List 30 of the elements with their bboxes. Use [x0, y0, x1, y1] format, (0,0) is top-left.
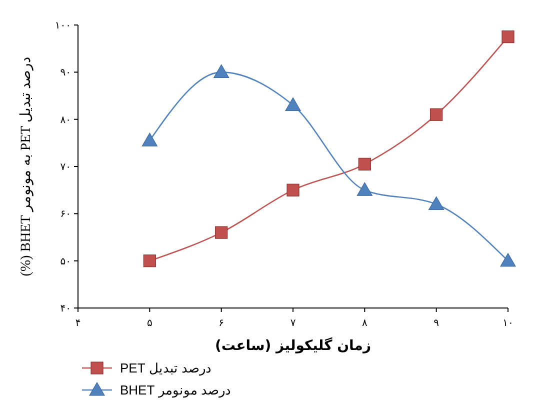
x-tick-label: ۸: [362, 318, 368, 329]
point: [215, 226, 228, 239]
legend-label: درصد تبدیل PET: [120, 360, 212, 377]
point: [285, 97, 301, 111]
point: [143, 254, 156, 268]
point: [428, 196, 444, 210]
y-tick-label: ۵۰: [60, 256, 71, 268]
point: [500, 253, 516, 267]
x-tick-label: ۶: [218, 318, 224, 329]
point: [214, 64, 230, 78]
point: [142, 132, 158, 146]
y-tick-label: ۸۰: [60, 114, 71, 126]
y-tick-label: ۷۰: [60, 162, 71, 173]
x-tick-label: ۱۰: [502, 318, 514, 329]
x-tick-label: ۹: [434, 318, 440, 329]
point: [358, 158, 371, 170]
point: [430, 108, 443, 121]
x-tick-label: ۷: [290, 318, 296, 329]
y-tick-label: ۴۰: [60, 304, 71, 314]
y-tick-label: ۹۰: [60, 68, 71, 79]
legend-label: درصد مونومر BHET: [120, 382, 231, 399]
point: [286, 184, 300, 196]
y-axis-title: درصد تبدیل PET به مونومر BHET (%): [19, 56, 34, 276]
x-tick-label: ۵: [146, 318, 152, 329]
x-tick-label: ۴: [75, 318, 81, 329]
point: [502, 30, 514, 44]
x-axis-title: زمان گلیکولیز (ساعت): [214, 337, 372, 354]
point: [356, 182, 372, 196]
y-tick-label: ۱۰۰: [54, 20, 71, 32]
y-tick-label: ۶۰: [60, 209, 71, 220]
